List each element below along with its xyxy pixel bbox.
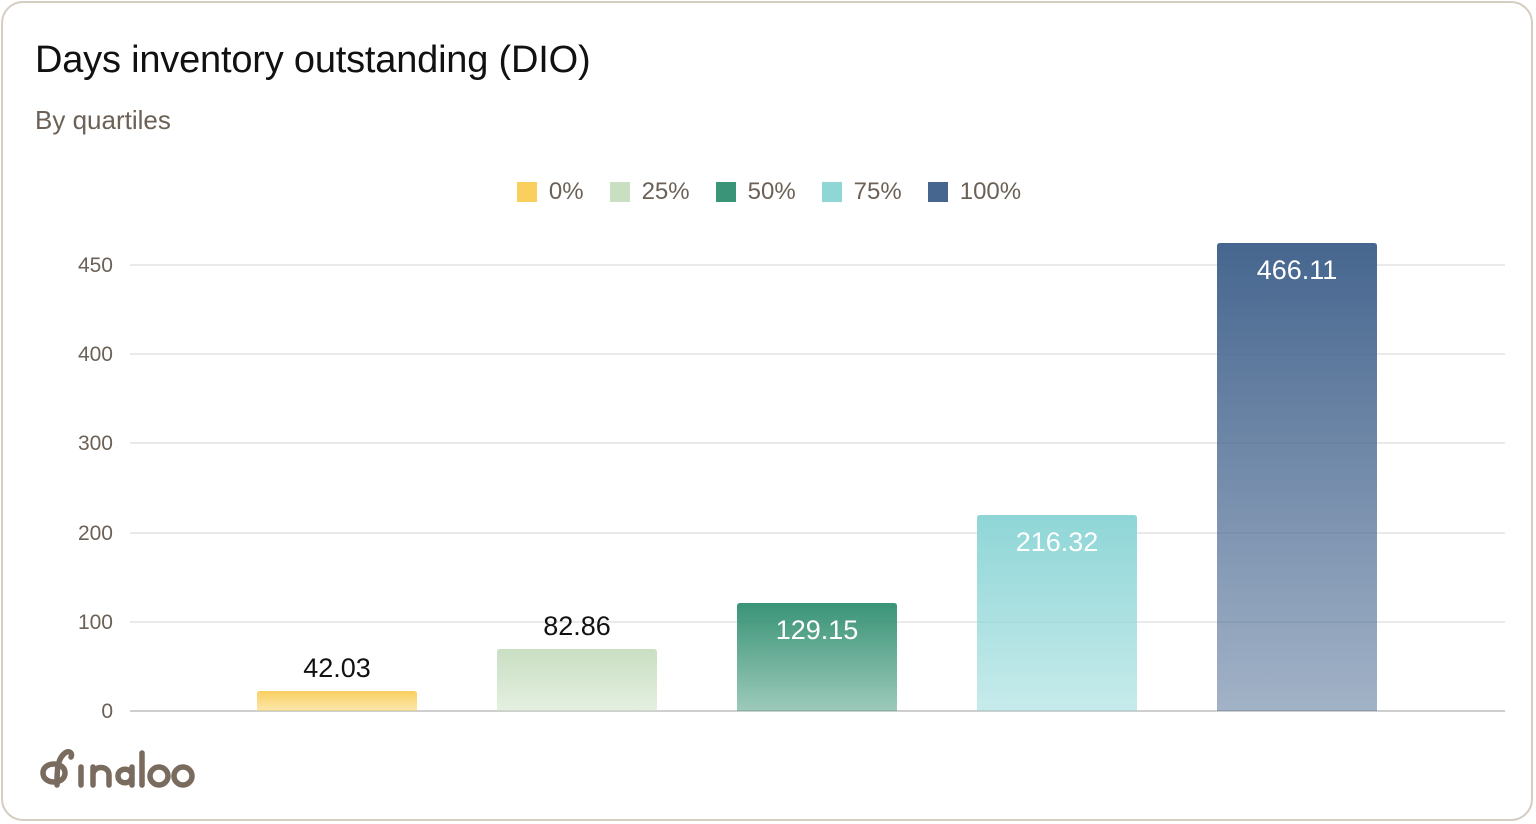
y-tick-label: 300 bbox=[78, 432, 113, 455]
finaloop-logo bbox=[35, 745, 205, 801]
bar-value-label: 216.32 bbox=[1016, 527, 1099, 557]
legend-swatch bbox=[609, 182, 630, 202]
legend-label: 0% bbox=[548, 178, 584, 205]
y-tick-label: 450 bbox=[78, 254, 113, 277]
legend-item[interactable]: 75% bbox=[821, 178, 902, 206]
legend-label: 25% bbox=[641, 178, 690, 205]
legend-item[interactable]: 0% bbox=[516, 178, 584, 206]
bar-value-label: 129.15 bbox=[776, 615, 859, 645]
y-tick-label: 0 bbox=[101, 700, 113, 723]
legend-swatch bbox=[715, 182, 736, 202]
y-tick-label: 200 bbox=[78, 522, 113, 545]
chart-legend: 0% 25% 50% 75% 100% bbox=[3, 177, 1535, 207]
legend-label: 50% bbox=[747, 178, 796, 205]
legend-label: 75% bbox=[853, 178, 902, 205]
legend-label: 100% bbox=[959, 178, 1022, 205]
legend-swatch bbox=[927, 182, 948, 202]
bar[interactable] bbox=[977, 515, 1137, 711]
bar[interactable] bbox=[1217, 243, 1377, 711]
bar[interactable] bbox=[737, 603, 897, 711]
y-tick-label: 400 bbox=[78, 343, 113, 366]
bar[interactable] bbox=[497, 649, 657, 711]
bar-value-label: 82.86 bbox=[543, 611, 611, 641]
y-tick-label: 100 bbox=[78, 611, 113, 634]
legend-item[interactable]: 100% bbox=[927, 178, 1022, 206]
bar-value-label: 42.03 bbox=[303, 653, 371, 683]
legend-swatch bbox=[821, 182, 842, 202]
bar-chart: 0 100 200 300 400 450 42.03 82.86 129.15 216.32 4… bbox=[78, 243, 1505, 723]
legend-item[interactable]: 25% bbox=[609, 178, 690, 206]
bar-value-label: 466.11 bbox=[1257, 255, 1338, 285]
chart-subtitle: By quartiles bbox=[35, 105, 171, 135]
bar[interactable] bbox=[257, 691, 417, 711]
legend-item[interactable]: 50% bbox=[715, 178, 796, 206]
finaloop-logo-mark bbox=[40, 749, 195, 788]
chart-title: Days inventory outstanding (DIO) bbox=[35, 39, 591, 81]
legend-swatch bbox=[516, 182, 537, 202]
